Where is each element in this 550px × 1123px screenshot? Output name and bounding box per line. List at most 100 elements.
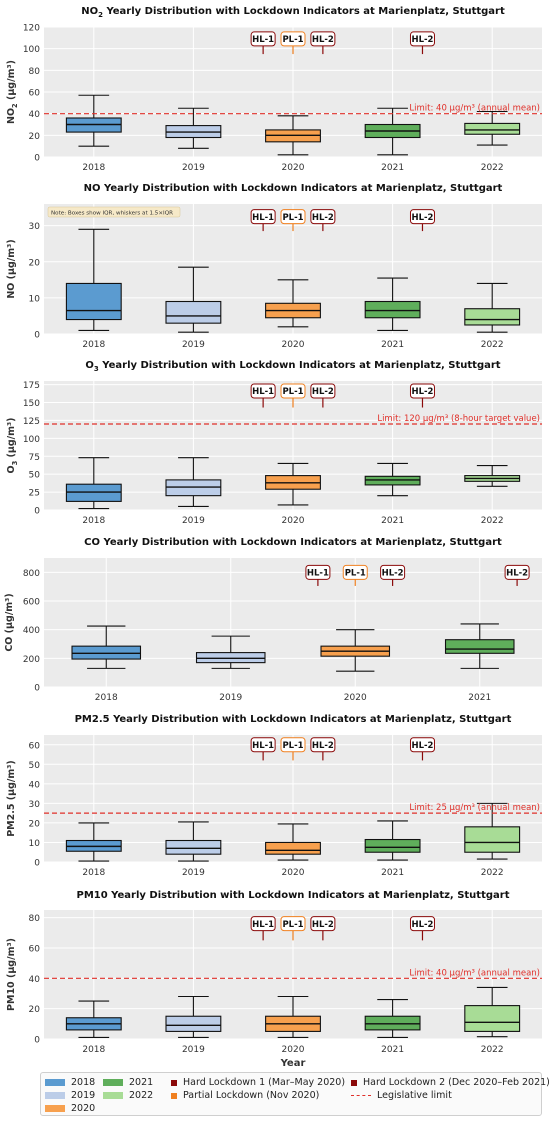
box-2021 (364, 462, 421, 497)
lockdown-marker-hl-1: HL-1 (250, 737, 276, 761)
y-tick-label: 0 (34, 507, 40, 517)
box-2018 (65, 457, 122, 510)
y-tick-label: 400 (23, 626, 40, 636)
y-tick-label: 75 (29, 453, 40, 463)
box-2022 (464, 802, 521, 860)
x-tick-label: 2022 (481, 516, 504, 526)
marker-label: HL-1 (252, 213, 274, 223)
x-tick-label: 2019 (182, 340, 205, 350)
legend-swatch-2019 (45, 1092, 65, 1099)
box-2021 (444, 623, 515, 669)
x-tick-label: 2020 (282, 1045, 305, 1055)
y-tick-label: 20 (29, 1005, 41, 1015)
iqr-box (65, 483, 122, 502)
y-tick-label: 0 (34, 859, 40, 869)
x-tick-label: 2018 (82, 1045, 105, 1055)
y-tick-label: 600 (23, 598, 40, 608)
y-tick-label: 80 (29, 914, 41, 924)
iqr-box (464, 308, 521, 326)
y-axis-label-rest: (µg/m³) (6, 417, 17, 460)
marker-badge (409, 916, 435, 932)
box-2019 (165, 995, 222, 1039)
marker-badge (342, 564, 368, 580)
limit-label: Limit: 40 µg/m³ (annual mean) (409, 104, 540, 114)
y-tick-label: 25 (29, 489, 40, 499)
box-2020 (265, 462, 321, 506)
x-tick-label: 2022 (481, 163, 504, 173)
lockdown-marker-pl-1: PL-1 (280, 737, 306, 761)
x-tick-label: 2018 (95, 693, 118, 703)
y-tick-label: 10 (29, 294, 41, 304)
x-tick-label: 2022 (481, 868, 504, 878)
legend-swatch-2021 (103, 1079, 123, 1086)
legend: 2018 2019 2020 2021 2022 Hard Lockdown 1… (40, 1072, 550, 1116)
marker-label: HL-1 (252, 920, 274, 930)
marker-label: HL-2 (411, 920, 433, 930)
y-tick-label: 20 (29, 819, 41, 829)
marker-label: HL-2 (382, 569, 404, 579)
y-axis-label: CO (µg/m³) (4, 593, 15, 651)
marker-label: PL-1 (282, 741, 303, 751)
chart-panel-5: PM10 Yearly Distribution with Lockdown I… (6, 890, 542, 1069)
marker-badge (280, 737, 306, 753)
legend-item-partial-lockdown: Partial Lockdown (Nov 2020) (171, 1090, 319, 1101)
chart-title-sub: 2 (98, 11, 103, 19)
lockdown-marker-hl-1: HL-1 (250, 383, 276, 408)
y-tick-label: 60 (29, 944, 41, 954)
y-tick-label: 30 (29, 222, 41, 232)
box-2019 (165, 821, 222, 862)
chart-title-rest: Yearly Distribution with Lockdown Indica… (99, 360, 501, 371)
marker-label: HL-2 (411, 387, 433, 397)
lockdown-marker-hl-2: HL-2 (310, 916, 336, 941)
note-text: Note: Boxes show IQR, whiskers at 1.5×IQ… (51, 211, 173, 217)
legend-marker-partial (171, 1092, 177, 1099)
marker-badge (310, 916, 336, 932)
box-2018 (65, 94, 122, 147)
y-tick-label: 40 (29, 780, 41, 790)
legend-item-hard-lockdown-2: Hard Lockdown 2 (Dec 2020–Feb 2021) (351, 1077, 550, 1088)
chart-title: CO Yearly Distribution with Lockdown Ind… (84, 537, 502, 548)
marker-label: HL-2 (312, 213, 334, 223)
chart-title: NO2 Yearly Distribution with Lockdown In… (81, 6, 505, 19)
lockdown-marker-hl-2: HL-2 (409, 31, 435, 55)
y-tick-label: 50 (29, 471, 41, 481)
marker-badge (310, 737, 336, 753)
iqr-box (195, 652, 266, 664)
chart-panel-3: CO Yearly Distribution with Lockdown Ind… (4, 537, 542, 703)
box-2022 (464, 282, 521, 333)
iqr-box (364, 1015, 421, 1031)
x-tick-label: 2019 (182, 163, 205, 173)
lockdown-marker-hl-2: HL-2 (504, 564, 530, 586)
marker-badge (380, 564, 406, 580)
lockdown-marker-hl-2: HL-2 (310, 383, 336, 408)
chart-title-rest: Yearly Distribution with Lockdown Indica… (103, 6, 505, 17)
y-tick-label: 120 (23, 24, 40, 34)
marker-label: PL-1 (282, 920, 303, 930)
marker-label: HL-2 (312, 920, 334, 930)
iqr-box (165, 300, 222, 324)
y-tick-label: 20 (29, 258, 41, 268)
y-axis-label-sub: 3 (11, 460, 19, 465)
box-2022 (464, 110, 521, 146)
chart-title: NO Yearly Distribution with Lockdown Ind… (84, 183, 503, 194)
box-2019 (165, 107, 222, 149)
box-2020 (265, 115, 321, 156)
marker-label: HL-1 (252, 387, 274, 397)
marker-badge (280, 916, 306, 932)
marker-label: HL-1 (252, 741, 274, 751)
marker-badge (310, 209, 336, 225)
lockdown-marker-hl-2: HL-2 (409, 209, 435, 232)
lockdown-marker-hl-1: HL-1 (250, 209, 276, 232)
x-tick-label: 2018 (82, 340, 105, 350)
y-tick-label: 10 (29, 839, 41, 849)
box-2019 (195, 635, 266, 669)
box-2021 (364, 820, 421, 861)
lockdown-marker-hl-1: HL-1 (250, 916, 276, 941)
iqr-box (364, 300, 421, 319)
x-tick-label: 2019 (182, 1045, 205, 1055)
marker-badge (409, 383, 435, 399)
marker-badge (409, 737, 435, 753)
y-axis-label-sub: 2 (11, 103, 19, 108)
legend-marker-hard-2 (351, 1079, 357, 1086)
y-axis-label-rest: (µg/m³) (6, 60, 17, 103)
